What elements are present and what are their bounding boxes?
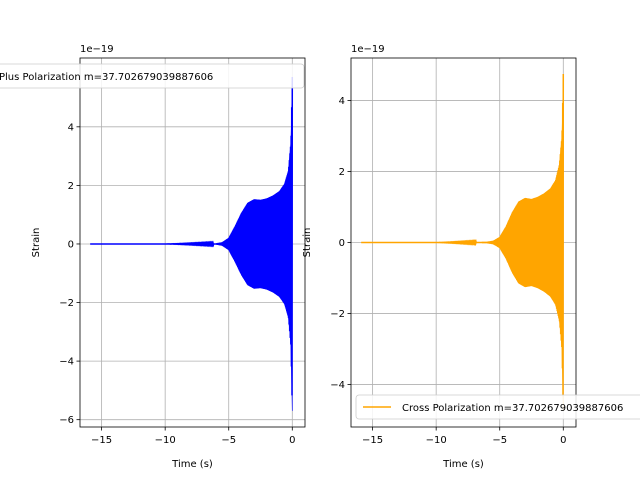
- legend-label: Plus Polarization m=37.702679039887606: [0, 72, 213, 83]
- y-tick-label: 0: [339, 238, 345, 249]
- y-axis-label: Strain: [302, 228, 313, 258]
- x-tick-label: 0: [560, 435, 566, 446]
- legend-box: [0, 63, 305, 89]
- x-tick-label: −5: [492, 435, 507, 446]
- x-tick-label: 0: [289, 435, 295, 446]
- axes-frame: [79, 57, 306, 428]
- y-tick-label: −2: [59, 298, 74, 309]
- x-tick-label: −5: [221, 435, 236, 446]
- x-axis-label: Time (s): [442, 459, 484, 470]
- y-offset-label: 1e−19: [80, 44, 114, 55]
- y-tick-label: −4: [59, 357, 74, 368]
- x-axis-label: Time (s): [171, 459, 213, 470]
- y-tick-label: 0: [68, 239, 74, 250]
- x-tick-label: −15: [91, 435, 112, 446]
- legend-box: [355, 394, 640, 420]
- plus-polarization-chart: −15 −10 −5 0 −6 −4 −2 0 2 4 Time (s) Strain 1e−19 Plu…: [0, 44, 306, 470]
- x-tick-label: −10: [155, 435, 176, 446]
- y-tick-label: 2: [339, 167, 345, 178]
- y-offset-label: 1e−19: [351, 44, 385, 55]
- legend-label: Cross Polarization m=37.702679039887606: [402, 403, 623, 414]
- y-tick-label: 4: [68, 122, 74, 133]
- y-tick-label: −4: [330, 380, 345, 391]
- y-tick-label: 2: [68, 181, 74, 192]
- series-envelope-fill: [225, 77, 293, 411]
- x-tick-label: −10: [426, 435, 447, 446]
- cross-polarization-chart: −15 −10 −5 0 −4 −2 0 2 4 Time (s) Strain 1e−19 Cross…: [302, 44, 640, 470]
- x-tick-label: −15: [362, 435, 383, 446]
- y-tick-label: 4: [339, 96, 345, 107]
- y-tick-label: −2: [330, 309, 345, 320]
- y-tick-label: −6: [59, 415, 74, 426]
- y-axis-label: Strain: [31, 228, 42, 258]
